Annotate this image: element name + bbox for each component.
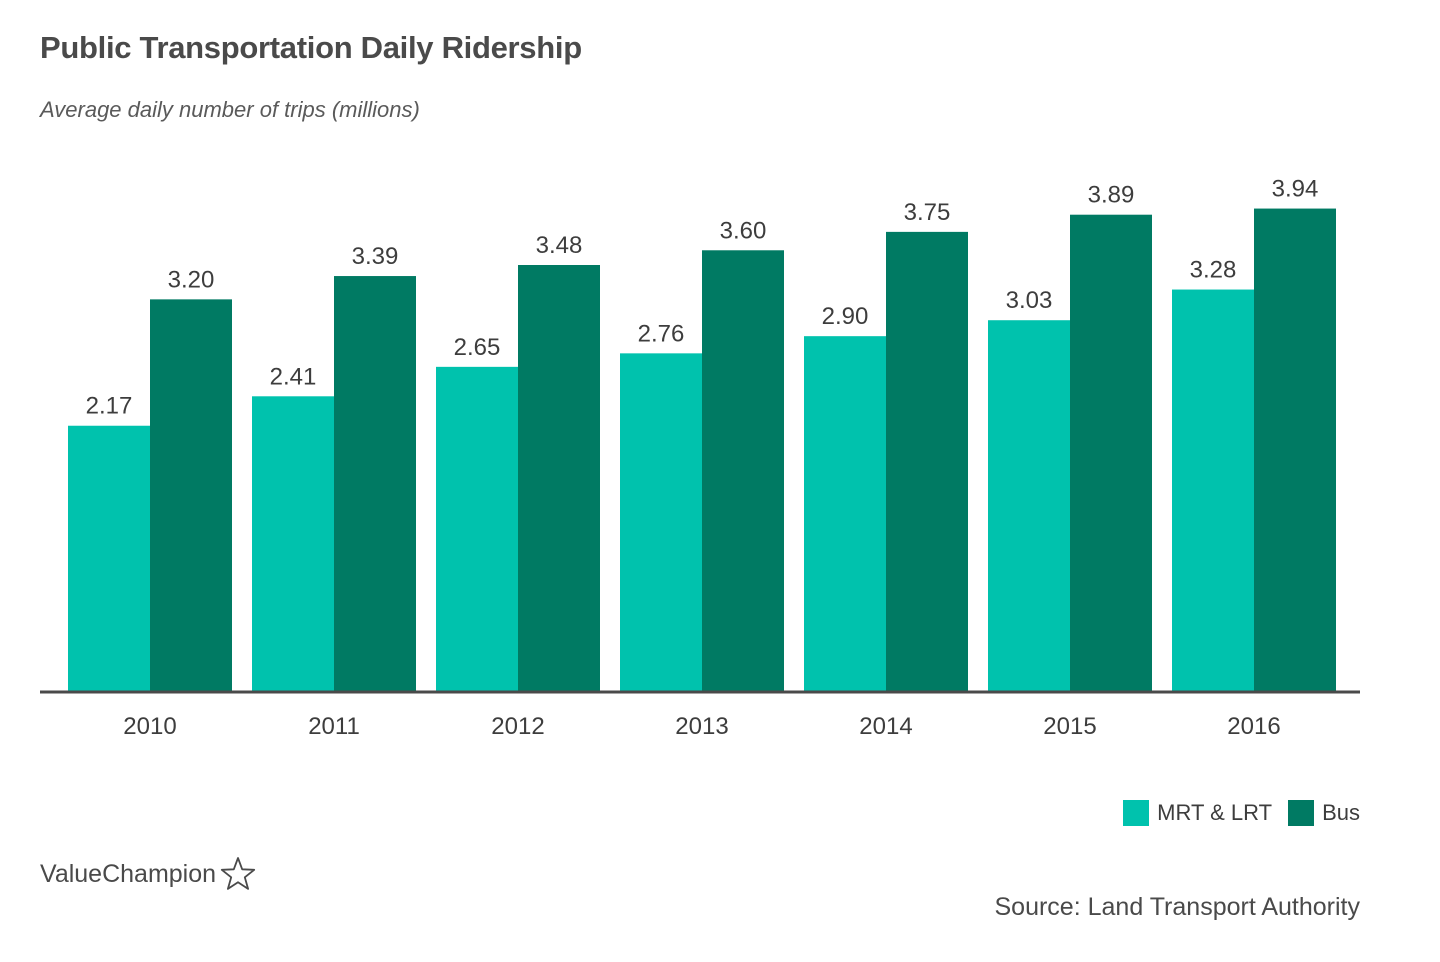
- bar-bus-2012: [518, 265, 600, 692]
- x-tick-label-2014: 2014: [859, 713, 912, 740]
- data-label-mrt-lrt-2012: 2.65: [454, 334, 501, 361]
- data-label-mrt-lrt-2015: 3.03: [1006, 287, 1053, 314]
- legend: MRT & LRT Bus: [1107, 800, 1360, 826]
- data-label-bus-2015: 3.89: [1088, 182, 1135, 209]
- x-tick-label-2013: 2013: [675, 713, 728, 740]
- data-label-mrt-lrt-2016: 3.28: [1190, 257, 1237, 284]
- bar-mrt-lrt-2010: [68, 425, 150, 692]
- data-label-bus-2014: 3.75: [904, 199, 951, 226]
- x-tick-label-2015: 2015: [1043, 713, 1096, 740]
- bar-bus-2014: [886, 231, 968, 692]
- data-label-bus-2010: 3.20: [168, 266, 215, 293]
- x-tick-label-2011: 2011: [308, 713, 360, 740]
- bar-mrt-lrt-2011: [252, 396, 334, 692]
- data-label-mrt-lrt-2013: 2.76: [638, 320, 685, 347]
- data-label-mrt-lrt-2014: 2.90: [822, 303, 869, 330]
- x-tick-label-2010: 2010: [123, 713, 176, 740]
- data-label-bus-2016: 3.94: [1272, 176, 1319, 203]
- bar-mrt-lrt-2014: [804, 336, 886, 692]
- data-label-mrt-lrt-2011: 2.41: [270, 363, 317, 390]
- legend-swatch-mrt-lrt: [1123, 800, 1150, 826]
- brand-name: ValueChampion: [40, 859, 217, 888]
- x-tick-label-2016: 2016: [1227, 713, 1280, 740]
- bar-mrt-lrt-2015: [988, 320, 1070, 692]
- bar-bus-2010: [150, 299, 232, 692]
- legend-label-mrt-lrt: MRT & LRT: [1157, 800, 1273, 825]
- legend-label-bus: Bus: [1322, 800, 1360, 825]
- chart-subtitle: Average daily number of trips (millions): [40, 97, 420, 122]
- bar-bus-2016: [1254, 208, 1336, 692]
- data-label-bus-2013: 3.60: [720, 217, 767, 244]
- bar-mrt-lrt-2016: [1172, 289, 1254, 692]
- bar-mrt-lrt-2012: [436, 366, 518, 692]
- bar-bus-2015: [1070, 214, 1152, 692]
- star-icon: [220, 857, 256, 890]
- source-note: Source: Land Transport Authority: [994, 893, 1361, 921]
- legend-item-mrt-lrt: MRT & LRT: [1123, 800, 1272, 826]
- x-tick-label-2012: 2012: [491, 713, 544, 740]
- chart-title: Public Transportation Daily Ridership: [40, 30, 582, 65]
- bar-bus-2011: [334, 276, 416, 692]
- data-label-bus-2011: 3.39: [352, 243, 399, 270]
- legend-swatch-bus: [1288, 800, 1315, 826]
- legend-item-bus: Bus: [1288, 800, 1360, 826]
- brand-logo: ValueChampion: [40, 856, 256, 892]
- data-label-bus-2012: 3.48: [536, 232, 583, 259]
- bar-mrt-lrt-2013: [620, 353, 702, 692]
- bar-bus-2013: [702, 250, 784, 692]
- data-label-mrt-lrt-2010: 2.17: [86, 393, 133, 420]
